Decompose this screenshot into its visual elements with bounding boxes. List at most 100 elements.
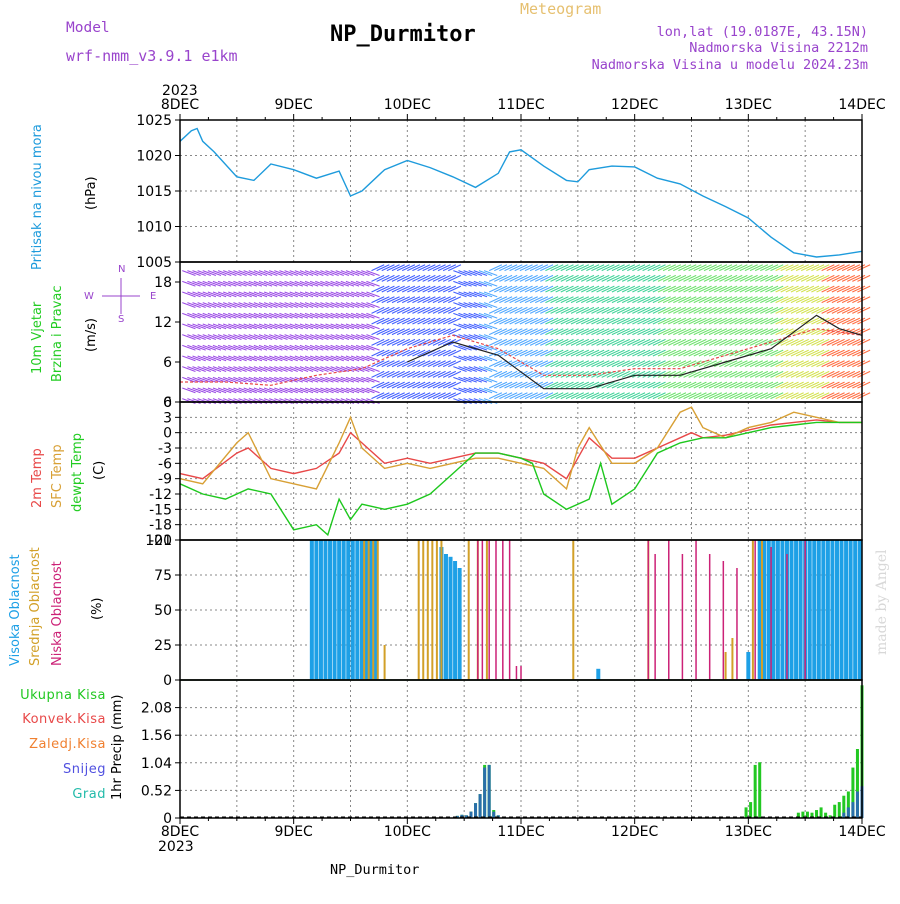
wind-barb bbox=[621, 338, 636, 346]
wind-barb bbox=[770, 317, 784, 325]
cloud-bar bbox=[794, 540, 799, 680]
wind-barb bbox=[238, 280, 252, 287]
credit-label: made by Angel bbox=[874, 549, 890, 656]
wind-barb bbox=[734, 328, 748, 336]
wind-barb bbox=[192, 280, 206, 287]
wind-barb bbox=[371, 349, 385, 357]
wind-barb bbox=[212, 387, 227, 394]
temp-ylabel-3: dewpt Temp bbox=[70, 432, 85, 512]
wind-barb bbox=[841, 360, 856, 368]
wind-barb bbox=[765, 370, 779, 378]
wind-barb bbox=[667, 381, 682, 389]
wind-barb bbox=[325, 334, 339, 340]
wind-barb bbox=[545, 296, 559, 304]
wind-barb bbox=[437, 360, 451, 368]
wind-barb bbox=[376, 274, 390, 282]
wind-barb bbox=[355, 334, 370, 340]
wind-barb bbox=[258, 344, 273, 351]
wind-barb bbox=[637, 274, 651, 282]
wind-barb bbox=[401, 285, 416, 293]
wind-barb bbox=[698, 328, 712, 336]
wind-barb bbox=[207, 344, 222, 351]
wind-barb bbox=[263, 291, 278, 298]
wind-barb bbox=[473, 355, 488, 362]
wind-barb bbox=[540, 274, 554, 282]
wind-barb bbox=[760, 306, 774, 314]
wind-barb bbox=[361, 376, 375, 383]
wind-barb bbox=[458, 323, 472, 330]
wind-barb bbox=[478, 334, 493, 340]
wind-barb bbox=[857, 392, 871, 400]
wind-barb bbox=[581, 264, 595, 272]
wind-barb bbox=[315, 280, 329, 287]
wind-barb bbox=[724, 381, 738, 389]
cloud-bar bbox=[754, 540, 756, 680]
wind-barb bbox=[320, 312, 334, 319]
wind-barb bbox=[734, 285, 748, 293]
wind-barb bbox=[673, 306, 687, 314]
temp-ylabel-1: 2m Temp bbox=[30, 448, 45, 508]
wind-barb bbox=[494, 328, 508, 336]
wind-barb bbox=[719, 381, 733, 389]
wind-barb bbox=[806, 285, 820, 293]
wind-barb bbox=[192, 291, 206, 298]
precip-bar bbox=[478, 794, 482, 818]
wind-barb bbox=[627, 306, 641, 314]
precip-bar bbox=[842, 812, 846, 818]
wind-barb bbox=[693, 370, 707, 378]
wind-barb bbox=[770, 306, 784, 314]
wind-barb bbox=[857, 264, 871, 272]
wind-barb bbox=[366, 323, 380, 330]
wind-barb bbox=[396, 296, 411, 304]
wind-barb bbox=[376, 392, 390, 400]
wind-barb bbox=[269, 270, 283, 276]
wind-barb bbox=[857, 296, 871, 304]
cloud-bar bbox=[722, 561, 725, 680]
temp-ylabel-2: SFC Temp bbox=[50, 444, 65, 508]
wind-barb bbox=[627, 296, 641, 304]
wind-barb bbox=[207, 323, 222, 330]
wind-barb bbox=[401, 306, 416, 314]
wind-barb bbox=[458, 376, 472, 383]
wind-barb bbox=[325, 355, 339, 362]
wind-barb bbox=[775, 296, 789, 304]
wind-barb bbox=[458, 280, 472, 287]
wind-barb bbox=[442, 381, 457, 389]
wind-barb bbox=[739, 317, 753, 325]
precip-bar bbox=[846, 807, 850, 818]
wind-barb bbox=[555, 360, 569, 368]
wind-barb bbox=[611, 360, 625, 368]
wind-ylabel-1: 10m Vjetar bbox=[30, 301, 45, 374]
wind-barb bbox=[749, 381, 763, 389]
wind-barb bbox=[708, 328, 723, 336]
wind-barb bbox=[662, 392, 677, 400]
wind-barb bbox=[304, 376, 319, 383]
wind-barb bbox=[795, 285, 809, 293]
wind-barb bbox=[795, 360, 809, 368]
wind-barb bbox=[596, 264, 610, 272]
wind-barb bbox=[304, 312, 319, 319]
wind-barb bbox=[468, 323, 483, 330]
wind-barb bbox=[391, 328, 405, 336]
wind-barb bbox=[396, 264, 411, 272]
wind-barb bbox=[637, 317, 651, 325]
model-value: wrf-nmm_v3.9.1 e1km bbox=[66, 47, 238, 65]
wind-barb bbox=[831, 317, 845, 325]
wind-barb bbox=[754, 296, 769, 304]
wind-barb bbox=[325, 366, 339, 372]
wind-barb bbox=[519, 328, 533, 336]
wind-barb bbox=[800, 338, 815, 346]
wind-barb bbox=[432, 306, 446, 314]
wind-barb bbox=[483, 334, 498, 340]
wind-barb bbox=[611, 349, 625, 357]
temp-line-sfc bbox=[179, 406, 862, 491]
wind-barb bbox=[555, 349, 569, 357]
wind-barb bbox=[555, 317, 569, 325]
wind-barb bbox=[606, 264, 620, 272]
wind-barb bbox=[647, 392, 661, 400]
wind-barb bbox=[550, 264, 564, 272]
wind-barb bbox=[555, 264, 569, 272]
wind-barb bbox=[396, 317, 411, 325]
wind-barb bbox=[217, 270, 232, 276]
wind-barb bbox=[376, 360, 390, 368]
